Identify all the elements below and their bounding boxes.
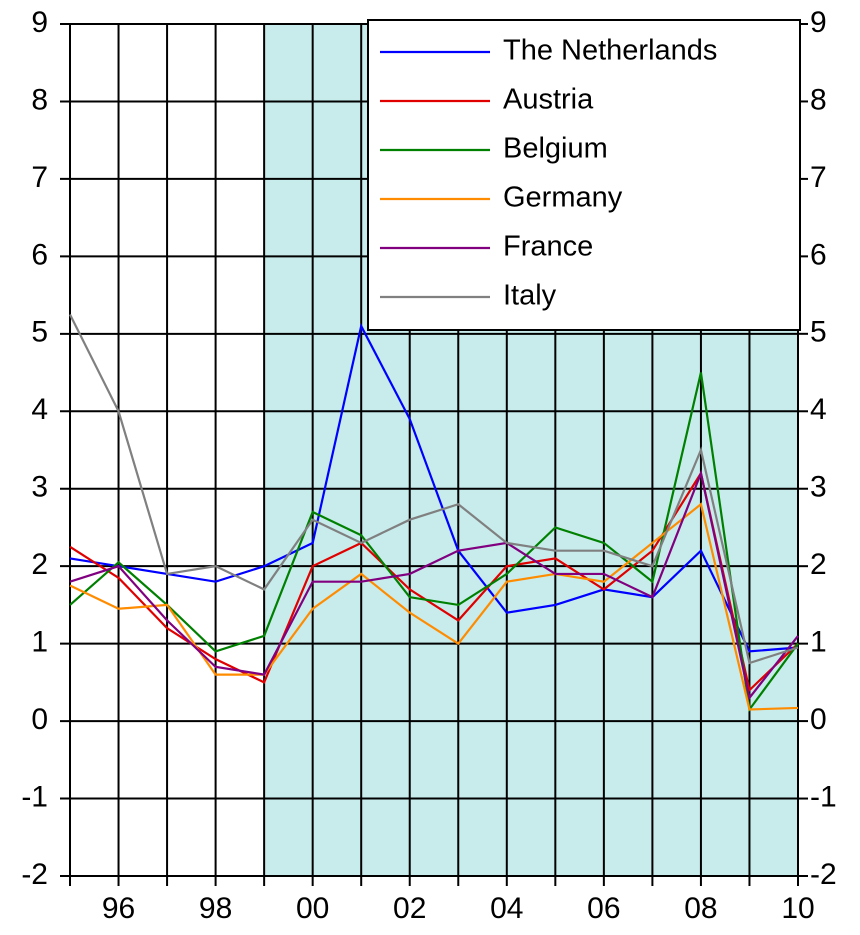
y2-tick-label: 4: [810, 393, 827, 426]
y2-tick-label: -2: [810, 858, 837, 891]
y-tick-label: -1: [21, 780, 48, 813]
y-tick-label: 1: [31, 626, 48, 659]
y2-tick-label: 9: [810, 6, 827, 39]
x-tick-label: 02: [393, 892, 426, 925]
y2-tick-label: 3: [810, 471, 827, 504]
y-tick-label: 8: [31, 83, 48, 116]
y-tick-label: 6: [31, 238, 48, 271]
x-tick-label: 00: [296, 892, 329, 925]
x-tick-label: 04: [490, 892, 523, 925]
series-line: [69, 372, 799, 713]
y2-tick-label: -1: [810, 780, 837, 813]
legend: The Netherlands Austria Belgium Germany Fran…: [367, 19, 801, 331]
series-line: [69, 502, 799, 711]
y-tick-label: 5: [31, 316, 48, 349]
legend-label: The Netherlands: [503, 35, 717, 67]
y-tick-label: -2: [21, 858, 48, 891]
series-line: [69, 469, 799, 701]
y2-tick-label: 8: [810, 83, 827, 116]
legend-box: [367, 19, 801, 331]
y2-tick-label: 5: [810, 316, 827, 349]
y-tick-label: 0: [31, 703, 48, 736]
legend-label: Germany: [503, 182, 623, 214]
x-tick-label: 98: [199, 892, 232, 925]
series-line: [69, 313, 799, 665]
legend-label: Belgium: [503, 133, 608, 165]
series-line: [69, 322, 799, 653]
y2-tick-label: 6: [810, 238, 827, 271]
legend-label: Italy: [503, 280, 557, 312]
y-tick-label: 3: [31, 471, 48, 504]
y-tick-label: 9: [31, 6, 48, 39]
x-tick-label: 10: [781, 892, 814, 925]
legend-label: France: [503, 231, 593, 263]
x-tick-label: 08: [684, 892, 717, 925]
y-tick-label: 7: [31, 161, 48, 194]
x-tick-label: 06: [587, 892, 620, 925]
y2-tick-label: 0: [810, 703, 827, 736]
y-tick-label: 2: [31, 548, 48, 581]
y2-tick-label: 2: [810, 548, 827, 581]
y2-tick-label: 1: [810, 626, 827, 659]
y-tick-label: 4: [31, 393, 48, 426]
x-tick-label: 96: [102, 892, 135, 925]
y2-tick-label: 7: [810, 161, 827, 194]
legend-label: Austria: [503, 84, 594, 116]
